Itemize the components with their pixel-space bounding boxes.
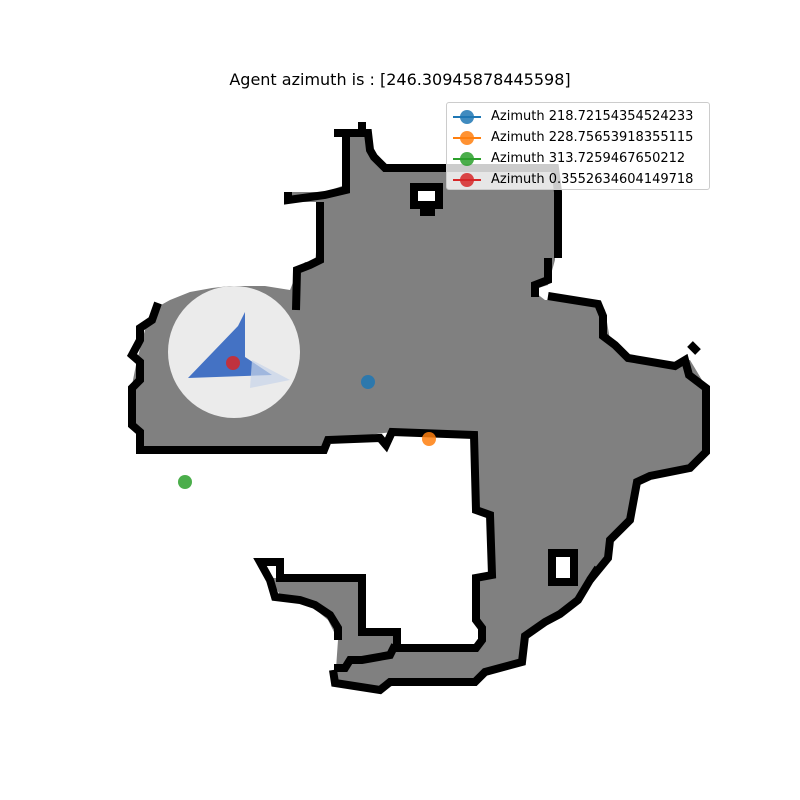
azimuth-marker-red: [226, 356, 240, 370]
legend-marker-icon: [453, 173, 481, 187]
agent-view-cone: [168, 286, 300, 418]
legend-label: Azimuth 313.7259467650212: [491, 151, 685, 166]
azimuth-marker-blue: [361, 375, 375, 389]
legend-label: Azimuth 218.72154354524233: [491, 109, 693, 124]
legend-label: Azimuth 228.75653918355115: [491, 130, 693, 145]
legend: Azimuth 218.72154354524233 Azimuth 228.7…: [446, 102, 710, 190]
legend-item: Azimuth 0.3552634604149718: [447, 169, 709, 190]
legend-item: Azimuth 218.72154354524233: [447, 106, 709, 127]
azimuth-marker-green: [178, 475, 192, 489]
legend-item: Azimuth 228.75653918355115: [447, 127, 709, 148]
legend-marker-icon: [453, 152, 481, 166]
legend-marker-icon: [453, 110, 481, 124]
legend-label: Azimuth 0.3552634604149718: [491, 172, 693, 187]
legend-item: Azimuth 313.7259467650212: [447, 148, 709, 169]
legend-marker-icon: [453, 131, 481, 145]
azimuth-marker-orange: [422, 432, 436, 446]
